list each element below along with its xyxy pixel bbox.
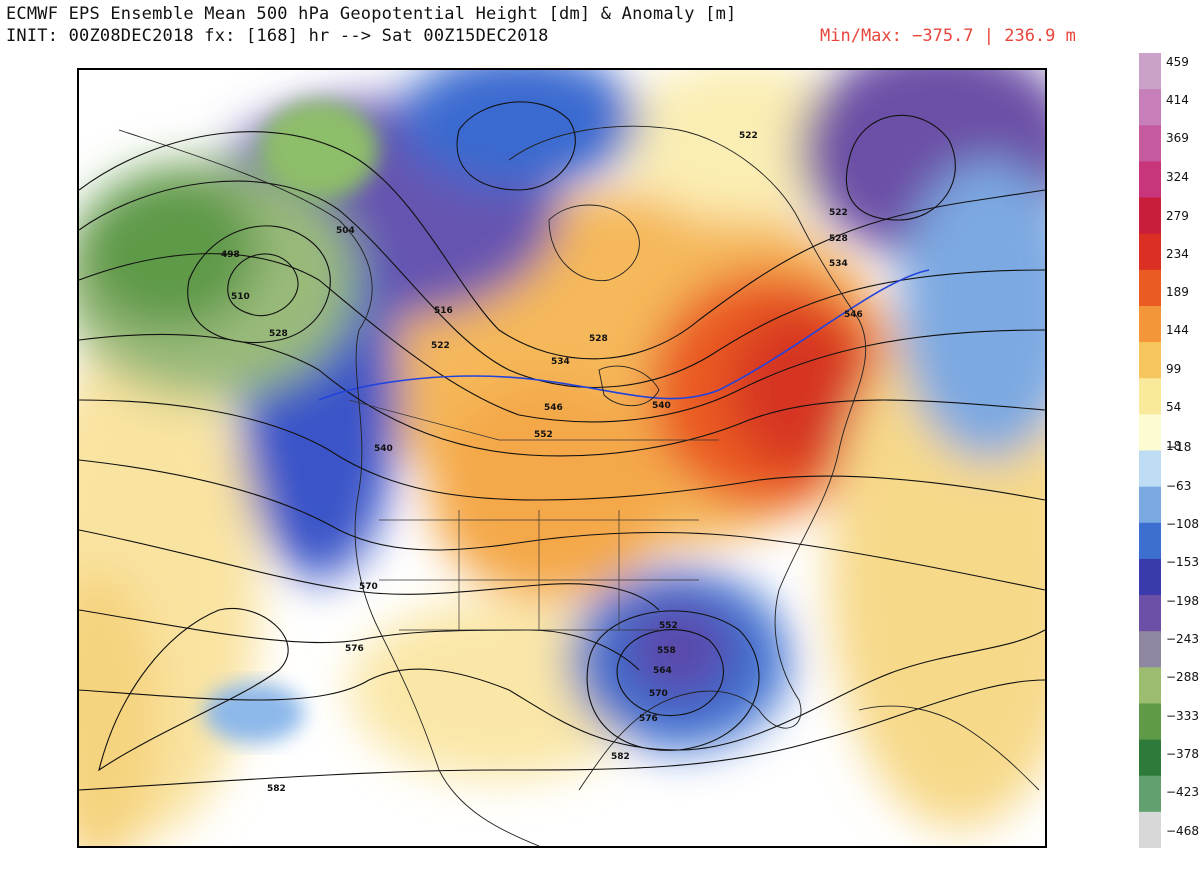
- contour-label: 552: [659, 621, 678, 631]
- colorbar-tick-label: −153: [1166, 555, 1199, 569]
- contour-label: 528: [829, 234, 848, 244]
- contour-label: 522: [431, 341, 450, 351]
- contour-label: 522: [739, 131, 758, 141]
- contour-label: 498: [221, 250, 240, 260]
- contour-label: 576: [639, 714, 658, 724]
- contour-label: 564: [653, 666, 672, 676]
- colorbar-swatch: [1139, 233, 1161, 271]
- contour-label: 576: [345, 644, 364, 654]
- colorbar-swatch: [1139, 558, 1161, 596]
- contour-label: 528: [269, 329, 288, 339]
- colorbar-tick-label: −378: [1166, 747, 1199, 761]
- colorbar-swatch: [1139, 53, 1161, 90]
- colorbar-swatch: [1139, 378, 1161, 415]
- contour-label: 582: [267, 784, 286, 794]
- colorbar: [1139, 53, 1161, 848]
- contour-label: 570: [649, 689, 668, 699]
- contour-label: 534: [829, 259, 848, 269]
- 540-contour: [318, 269, 930, 401]
- coastlines: [118, 125, 1040, 846]
- colorbar-swatch: [1139, 125, 1161, 162]
- colorbar-tick-label: −333: [1166, 709, 1199, 723]
- colorbar-swatch: [1139, 450, 1161, 488]
- colorbar-tick-label: 369: [1166, 131, 1189, 145]
- colorbar-swatch: [1139, 775, 1161, 813]
- contour-label: 504: [336, 226, 355, 236]
- contour-label: 552: [534, 430, 553, 440]
- colorbar-tick-label: 324: [1166, 170, 1189, 184]
- contour-label: 540: [652, 401, 671, 411]
- colorbar-tick-label: 18: [1166, 439, 1182, 453]
- colorbar-tick-label: −243: [1166, 632, 1199, 646]
- colorbar-tick-label: −468: [1166, 824, 1199, 838]
- colorbar-swatch: [1139, 305, 1161, 343]
- contour-label: 522: [829, 208, 848, 218]
- colorbar-tick-label: 234: [1166, 247, 1189, 261]
- contour-labels: 498 504 510 516 522 522 522 528 528 528 …: [221, 131, 863, 794]
- colorbar-tick-label: 414: [1166, 93, 1189, 107]
- colorbar-tick-label: 189: [1166, 285, 1189, 299]
- colorbar-tick-label: −288: [1166, 670, 1199, 684]
- contour-label: 582: [611, 752, 630, 762]
- colorbar-swatch: [1139, 89, 1161, 126]
- colorbar-swatch: [1139, 595, 1161, 632]
- colorbar-swatch: [1139, 522, 1161, 560]
- contour-label: 558: [657, 646, 676, 656]
- colorbar-tick-label: −63: [1166, 479, 1192, 493]
- contour-label: 540: [374, 444, 393, 454]
- colorbar-tick-label: −423: [1166, 785, 1199, 799]
- colorbar-tick-label: −198: [1166, 594, 1199, 608]
- colorbar-swatch: [1139, 342, 1161, 379]
- colorbar-swatch: [1139, 161, 1161, 199]
- colorbar-tick-label: 99: [1166, 362, 1182, 376]
- colorbar-tick-label: 279: [1166, 209, 1189, 223]
- colorbar-swatch: [1139, 414, 1161, 451]
- chart-subtitle: INIT: 00Z08DEC2018 fx: [168] hr --> Sat …: [6, 26, 549, 46]
- colorbar-tick-label: 144: [1166, 323, 1189, 337]
- colorbar-tick-label: 54: [1166, 400, 1182, 414]
- colorbar-swatch: [1139, 739, 1161, 777]
- contour-label: 570: [359, 582, 378, 592]
- colorbar-tick-label: −108: [1166, 517, 1199, 531]
- borders: [348, 399, 719, 631]
- colorbar-swatch: [1139, 197, 1161, 235]
- colorbar-swatch: [1139, 667, 1161, 704]
- colorbar-swatch: [1139, 703, 1161, 741]
- colorbar-swatch: [1139, 811, 1161, 848]
- height-contours: [79, 101, 1045, 791]
- contour-label: 546: [544, 403, 563, 413]
- map-svg: 498 504 510 516 522 522 522 528 528 528 …: [79, 70, 1045, 846]
- colorbar-tick-label: −18: [1166, 440, 1192, 454]
- map-panel: 498 504 510 516 522 522 522 528 528 528 …: [77, 68, 1047, 848]
- colorbar-swatch: [1139, 631, 1161, 668]
- min-max-readout: Min/Max: −375.7 | 236.9 m: [820, 26, 1076, 46]
- colorbar-swatch: [1139, 486, 1161, 524]
- anomaly-shading: [79, 70, 1045, 846]
- contour-label: 516: [434, 306, 453, 316]
- colorbar-tick-label: 459: [1166, 55, 1189, 69]
- contour-label: 546: [844, 310, 863, 320]
- colorbar-swatch: [1139, 269, 1161, 307]
- contour-label: 534: [551, 357, 570, 367]
- contour-label: 528: [589, 334, 608, 344]
- chart-title: ECMWF EPS Ensemble Mean 500 hPa Geopoten…: [6, 4, 737, 24]
- contour-label: 510: [231, 292, 250, 302]
